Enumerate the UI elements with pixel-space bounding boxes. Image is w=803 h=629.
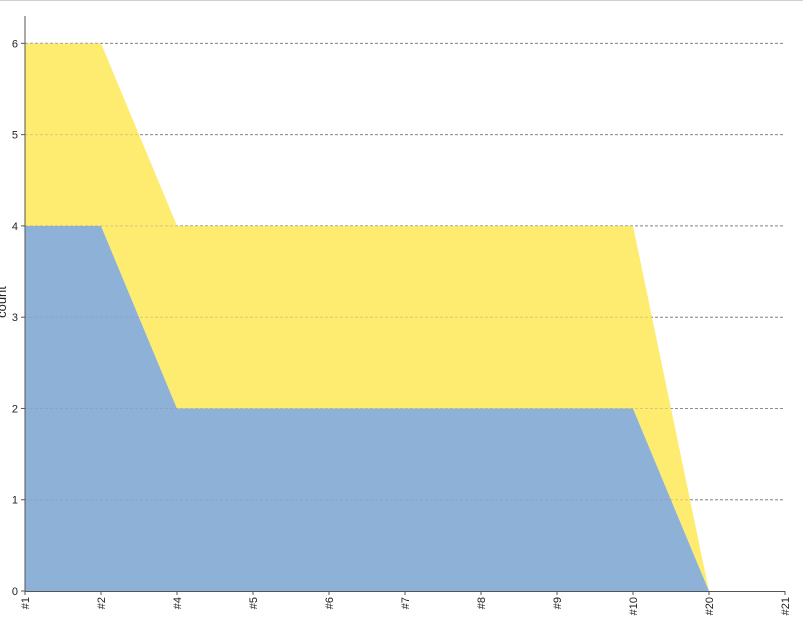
y-axis-title: count: [0, 286, 9, 318]
x-tick-label: #2: [96, 597, 108, 609]
x-tick-label: #10: [628, 597, 640, 615]
x-tick-label: #21: [780, 597, 792, 615]
series-area-1: [25, 225, 709, 591]
y-tick-label: 3: [12, 312, 18, 324]
x-tick-label: #6: [324, 597, 336, 609]
x-tick-label: #20: [704, 597, 716, 615]
y-tick-label: 5: [12, 130, 18, 142]
y-tick-label: 4: [12, 221, 18, 233]
x-tick-label: #5: [248, 597, 260, 609]
x-tick-labels: #1 #2 #4 #5 #6 #7 #8 #9 #10 #20 #21: [20, 591, 792, 615]
y-tick-label: 2: [12, 403, 18, 415]
y-tick-label: 0: [12, 586, 18, 598]
series-area-2: [25, 43, 709, 591]
y-tick-label: 1: [12, 495, 18, 507]
x-tick-label: #9: [552, 597, 564, 609]
x-tick-label: #8: [476, 597, 488, 609]
y-tick-label: 6: [12, 38, 18, 50]
series-areas: [25, 42, 785, 591]
y-tick-labels: 0 1 2 3 4 5 6: [12, 38, 25, 598]
x-tick-label: #1: [20, 597, 32, 609]
x-tick-label: #4: [172, 597, 184, 609]
x-tick-label: #7: [400, 597, 412, 609]
